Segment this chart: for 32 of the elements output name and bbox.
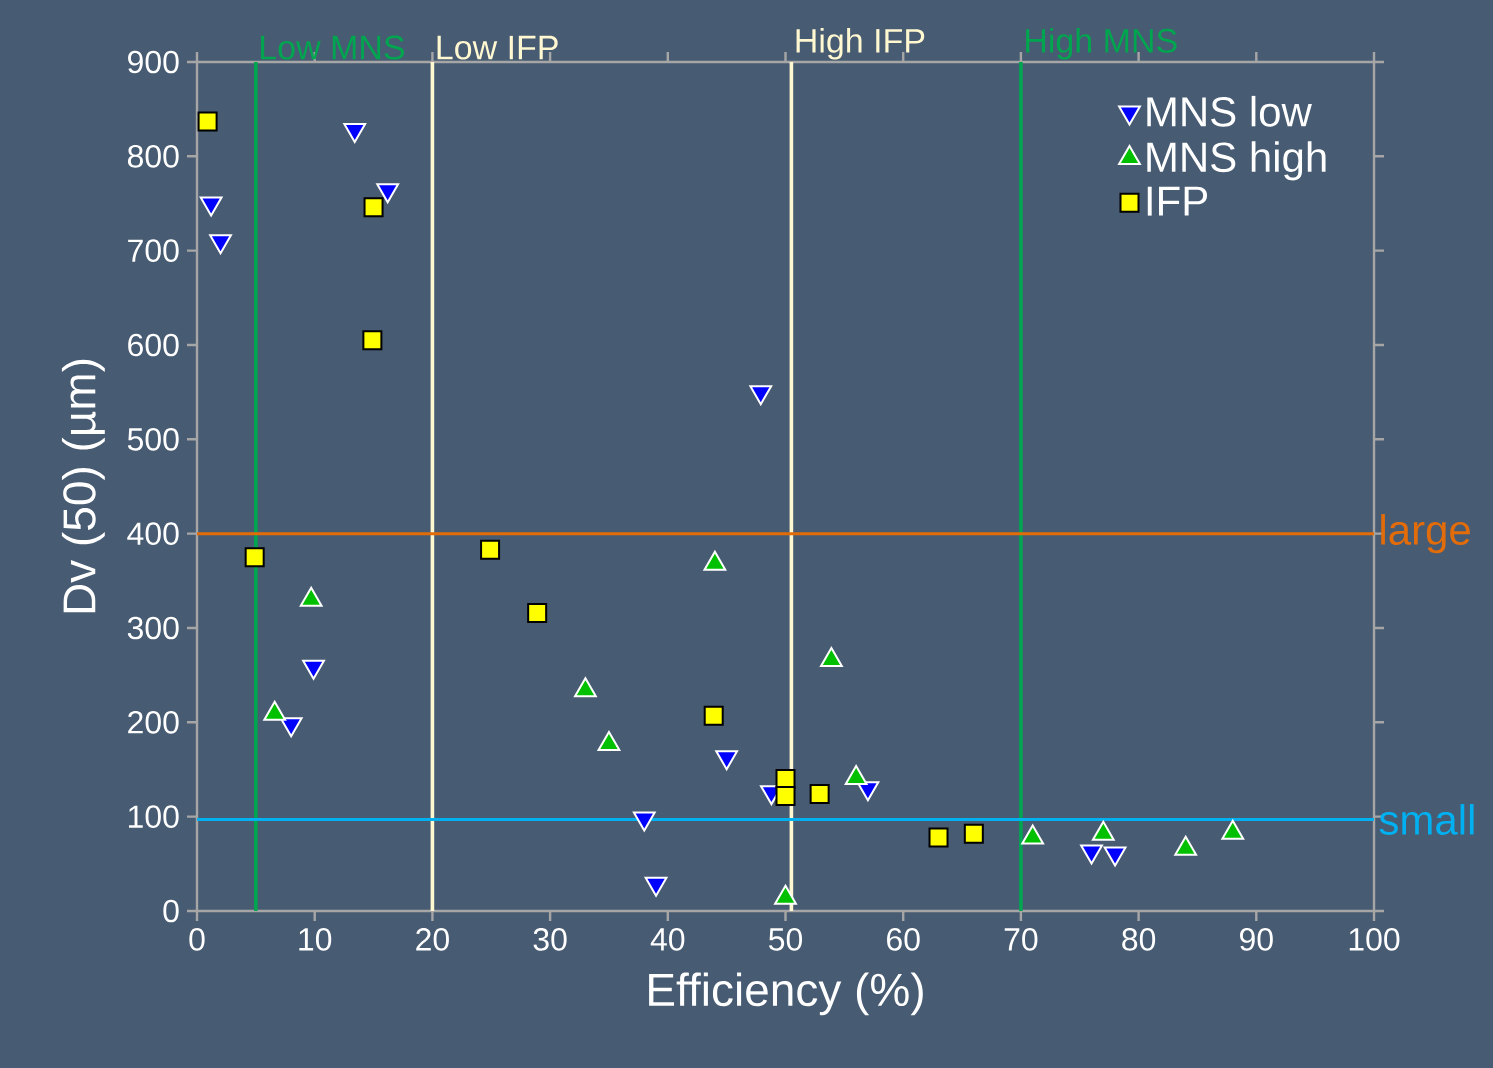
x-tick-label: 60 — [887, 928, 920, 951]
y-tick-label: 0 — [163, 899, 179, 923]
x-axis-title: Efficiency (%) — [649, 972, 923, 1016]
y-tick-label: 600 — [128, 333, 179, 357]
x-tick-label: 80 — [1122, 928, 1156, 951]
x-tick-label: 40 — [650, 928, 685, 951]
ref-line-label: Low MNS — [261, 35, 405, 60]
ref-line-label: large — [1381, 514, 1470, 554]
y-tick-label: 500 — [127, 428, 179, 451]
legend-label: MNS low — [1147, 95, 1312, 127]
y-axis-title: Dv (50) (µm) — [61, 359, 105, 613]
ref-line-label: Low IFP — [437, 35, 558, 60]
x-tick-label: 50 — [769, 928, 803, 951]
y-tick-label: 300 — [127, 616, 179, 640]
ref-line-label: small — [1379, 804, 1474, 835]
y-tick-label: 900 — [128, 50, 179, 74]
x-tick-label: 90 — [1240, 928, 1273, 951]
legend-label: MNS high — [1147, 141, 1326, 181]
y-tick-label: 400 — [127, 522, 179, 545]
y-tick-label: 800 — [127, 145, 179, 168]
ref-line-label: High MNS — [1026, 27, 1177, 60]
ref-line-label: High IFP — [796, 27, 925, 60]
legend-label: IFP — [1147, 186, 1208, 216]
y-tick-label: 100 — [128, 805, 179, 828]
y-tick-label: 200 — [128, 711, 179, 734]
x-tick-label: 20 — [416, 928, 449, 951]
x-tick-label: 30 — [533, 928, 567, 951]
x-tick-label: 10 — [299, 928, 332, 951]
x-tick-label: 0 — [189, 928, 205, 951]
y-tick-label: 700 — [128, 239, 179, 262]
x-tick-label: 70 — [1004, 928, 1038, 951]
x-tick-label: 100 — [1349, 928, 1400, 951]
